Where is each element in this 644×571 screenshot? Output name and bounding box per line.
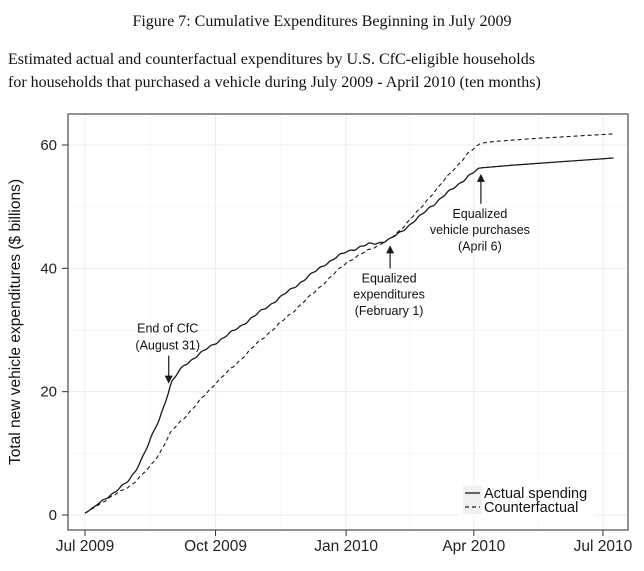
figure-subtitle-line1: Estimated actual and counterfactual expe…	[8, 51, 535, 68]
x-tick-label: Jul 2009	[56, 538, 115, 555]
y-tick-label: 60	[40, 137, 57, 154]
annotation: Equalized vehicle purchases (April 6)	[430, 173, 530, 253]
annotation-arrowhead-down	[164, 375, 173, 384]
x-tick-label: Jul 2010	[574, 538, 633, 555]
panel-border	[67, 113, 629, 531]
figure-subtitle-line2: for households that purchased a vehicle …	[8, 74, 541, 91]
x-tick-label: Apr 2010	[442, 538, 505, 555]
annotation-text: (April 6)	[458, 239, 502, 253]
legend-label: Counterfactual	[484, 500, 578, 516]
x-tick-label: Oct 2009	[184, 538, 247, 555]
legend-label: Actual spending	[484, 486, 587, 502]
annotation-text: End of CfC	[137, 322, 198, 336]
x-tick-label: Jan 2010	[314, 538, 378, 555]
annotation: Equalized expenditures (February 1)	[353, 245, 425, 318]
annotation-text: expenditures	[353, 288, 425, 302]
annotation-text: Equalized	[452, 207, 507, 221]
counterfactual-line	[84, 133, 614, 514]
legend-background	[460, 482, 594, 516]
annotation-text: (August 31)	[135, 339, 200, 353]
annotation-text: (February 1)	[355, 304, 424, 318]
y-tick-label: 40	[40, 260, 57, 277]
annotation-text: vehicle purchases	[430, 223, 530, 237]
y-tick-label: 20	[40, 384, 57, 401]
figure-title: Figure 7: Cumulative Expenditures Beginn…	[132, 13, 512, 30]
y-axis-title: Total new vehicle expenditures ($ billio…	[7, 179, 24, 465]
figure-subtitle: Estimated actual and counterfactual expe…	[8, 48, 628, 94]
grid-major	[68, 114, 628, 530]
axis-ticks	[62, 144, 604, 536]
annotation-arrowhead-up	[476, 173, 485, 182]
actual-spending-line	[84, 157, 614, 514]
annotation-text: Equalized	[362, 271, 417, 285]
y-tick-label: 0	[49, 507, 57, 524]
annotation-arrowhead-up	[386, 245, 395, 254]
annotation: End of CfC (August 31)	[135, 322, 200, 384]
plot-panel	[68, 114, 628, 530]
grid-minor	[68, 114, 628, 530]
